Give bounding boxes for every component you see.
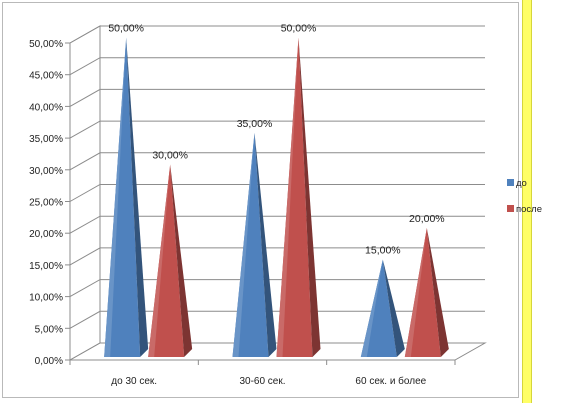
legend-label: до bbox=[516, 178, 527, 189]
y-tick-label: 50,00% bbox=[29, 39, 63, 50]
x-category-label: 60 сек. и более bbox=[355, 375, 426, 387]
pyramid-side-face bbox=[298, 37, 321, 358]
pyramid-mark bbox=[232, 132, 277, 357]
gridline bbox=[69, 310, 485, 329]
y-tick-label: 40,00% bbox=[29, 102, 63, 113]
data-label: 30,00% bbox=[152, 149, 188, 161]
y-axis-ticks: 0,00% 5,00% 10,00% 15,00% 20,00% 25,00% 30,00%… bbox=[29, 39, 70, 367]
pyramid-highlight bbox=[148, 164, 171, 357]
pyramid-side-face bbox=[426, 227, 449, 357]
pyramid-side-face bbox=[254, 132, 277, 357]
pyramid-side-face bbox=[126, 37, 149, 358]
gridline bbox=[69, 57, 485, 76]
gridline bbox=[69, 88, 485, 107]
y-tick-label: 45,00% bbox=[29, 71, 63, 82]
y-tick-label: 30,00% bbox=[29, 166, 63, 177]
y-tick-label: 25,00% bbox=[29, 198, 63, 209]
pyramid-highlight bbox=[404, 227, 427, 357]
gridline bbox=[69, 215, 485, 234]
y-tick-label: 35,00% bbox=[29, 134, 63, 145]
legend-swatch bbox=[507, 179, 514, 186]
x-category-label: 30-60 сек. bbox=[239, 376, 285, 387]
data-label: 15,00% bbox=[365, 245, 401, 257]
gridline bbox=[69, 279, 485, 298]
data-label: 50,00% bbox=[281, 23, 317, 35]
data-label: 35,00% bbox=[237, 118, 273, 130]
gridline bbox=[69, 25, 485, 44]
pyramid-mark bbox=[404, 227, 449, 357]
pyramid-mark bbox=[276, 37, 321, 358]
y-tick-label: 0,00% bbox=[35, 356, 63, 367]
gridlines bbox=[69, 25, 485, 361]
data-labels: 50,00% 35,00% 15,00% 30,00% 50,00% 20,00% bbox=[108, 23, 444, 257]
y-tick-label: 10,00% bbox=[29, 293, 63, 304]
data-label: 20,00% bbox=[409, 213, 445, 225]
pyramid-highlight bbox=[276, 37, 299, 358]
gridline bbox=[69, 247, 485, 266]
gridline bbox=[69, 152, 485, 171]
y-tick-label: 15,00% bbox=[29, 261, 63, 272]
pyramid-mark bbox=[104, 37, 149, 358]
y-tick-label: 20,00% bbox=[29, 229, 63, 240]
x-axis-categories: до 30 сек. 30-60 сек. 60 сек. и более bbox=[69, 360, 456, 387]
pyramid-mark bbox=[360, 259, 405, 357]
side-highlight-stripe bbox=[522, 0, 532, 403]
gridline bbox=[69, 184, 485, 202]
x-category-label: до 30 сек. bbox=[111, 376, 157, 387]
pyramid-mark bbox=[148, 164, 193, 357]
pyramid-side-face bbox=[170, 164, 193, 357]
pyramid-marks bbox=[104, 37, 449, 358]
legend-label: после bbox=[516, 204, 542, 215]
gridline bbox=[69, 120, 485, 139]
gridline bbox=[69, 342, 485, 361]
pyramid-side-face bbox=[382, 259, 405, 357]
pyramid-highlight bbox=[360, 259, 383, 357]
data-label: 50,00% bbox=[108, 23, 144, 35]
pyramid-highlight bbox=[232, 132, 255, 357]
legend: до после bbox=[507, 178, 542, 215]
y-tick-label: 5,00% bbox=[35, 324, 63, 335]
legend-swatch bbox=[507, 205, 514, 212]
pyramid-highlight bbox=[104, 37, 127, 358]
